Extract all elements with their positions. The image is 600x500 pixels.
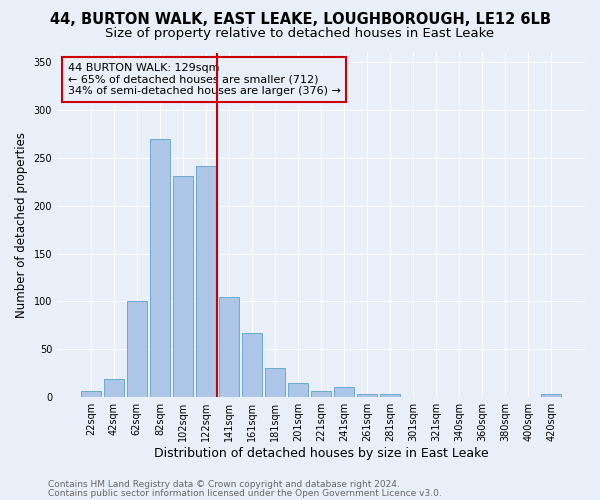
Bar <box>196 166 216 397</box>
Text: Contains HM Land Registry data © Crown copyright and database right 2024.: Contains HM Land Registry data © Crown c… <box>48 480 400 489</box>
X-axis label: Distribution of detached houses by size in East Leake: Distribution of detached houses by size … <box>154 447 488 460</box>
Bar <box>150 138 170 397</box>
Text: Contains public sector information licensed under the Open Government Licence v3: Contains public sector information licen… <box>48 489 442 498</box>
Bar <box>173 176 193 397</box>
Text: 44, BURTON WALK, EAST LEAKE, LOUGHBOROUGH, LE12 6LB: 44, BURTON WALK, EAST LEAKE, LOUGHBOROUG… <box>49 12 551 28</box>
Y-axis label: Number of detached properties: Number of detached properties <box>15 132 28 318</box>
Bar <box>265 368 285 397</box>
Text: Size of property relative to detached houses in East Leake: Size of property relative to detached ho… <box>106 28 494 40</box>
Bar <box>288 383 308 397</box>
Bar <box>81 390 101 397</box>
Bar <box>219 296 239 397</box>
Bar <box>104 379 124 397</box>
Bar <box>127 302 146 397</box>
Bar <box>311 390 331 397</box>
Bar <box>242 333 262 397</box>
Bar <box>357 394 377 397</box>
Text: 44 BURTON WALK: 129sqm
← 65% of detached houses are smaller (712)
34% of semi-de: 44 BURTON WALK: 129sqm ← 65% of detached… <box>68 63 340 96</box>
Bar <box>380 394 400 397</box>
Bar <box>541 394 561 397</box>
Bar <box>334 386 354 397</box>
